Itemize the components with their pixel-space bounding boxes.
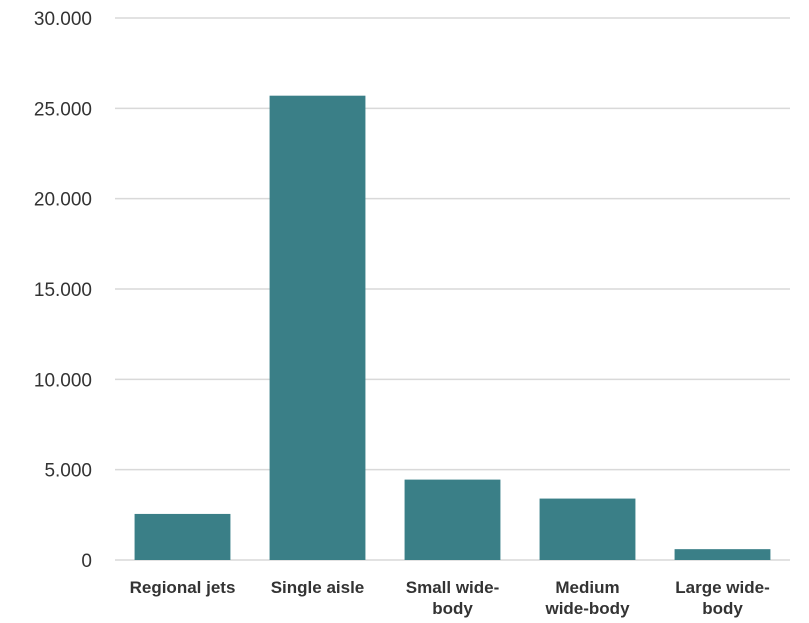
x-tick-label: Large wide-body <box>675 578 769 618</box>
x-tick-label: Regional jets <box>130 578 236 597</box>
x-tick-label: Small wide-body <box>406 578 500 618</box>
bar <box>674 549 771 560</box>
x-tick-label: Medium wide-body <box>544 578 630 618</box>
bar <box>269 95 366 560</box>
x-tick-label: Single aisle <box>271 578 365 597</box>
bar <box>404 479 501 560</box>
y-tick-label: 25.000 <box>34 99 92 120</box>
bar <box>134 513 231 560</box>
x-axis-labels: Regional jets Single aisle Small wide-body… <box>130 578 770 618</box>
y-tick-label: 0 <box>81 551 92 572</box>
gridlines <box>115 17 790 561</box>
y-tick-label: 20.000 <box>34 190 92 211</box>
bars <box>134 95 771 560</box>
y-tick-label: 10.000 <box>34 370 92 391</box>
bar <box>539 498 636 560</box>
y-tick-label: 5.000 <box>44 461 92 482</box>
y-tick-label: 15.000 <box>34 280 92 301</box>
y-axis-ticks: 0 5.000 10.000 15.000 20.000 25.000 30.000 <box>34 9 92 572</box>
y-tick-label: 30.000 <box>34 9 92 30</box>
